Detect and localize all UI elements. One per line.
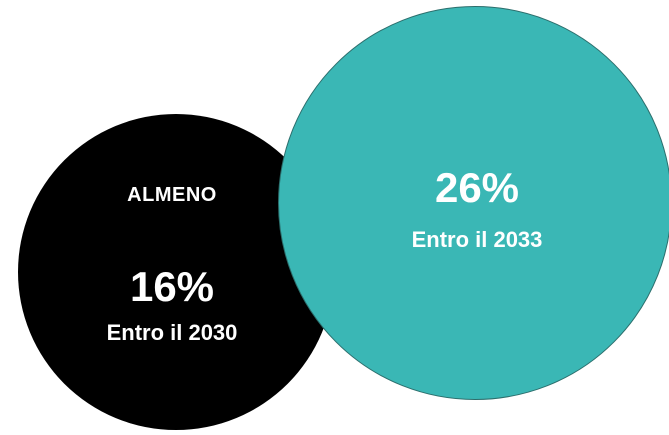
target-2030-caption: Entro il 2030	[106, 320, 238, 345]
target-2033-value: 26%	[434, 164, 520, 211]
target-2030-value: 16%	[129, 263, 215, 310]
target-2033-caption: Entro il 2033	[411, 227, 543, 252]
target-2030-qualifier: ALMENO	[127, 184, 217, 206]
target-2033-circle	[278, 6, 669, 400]
